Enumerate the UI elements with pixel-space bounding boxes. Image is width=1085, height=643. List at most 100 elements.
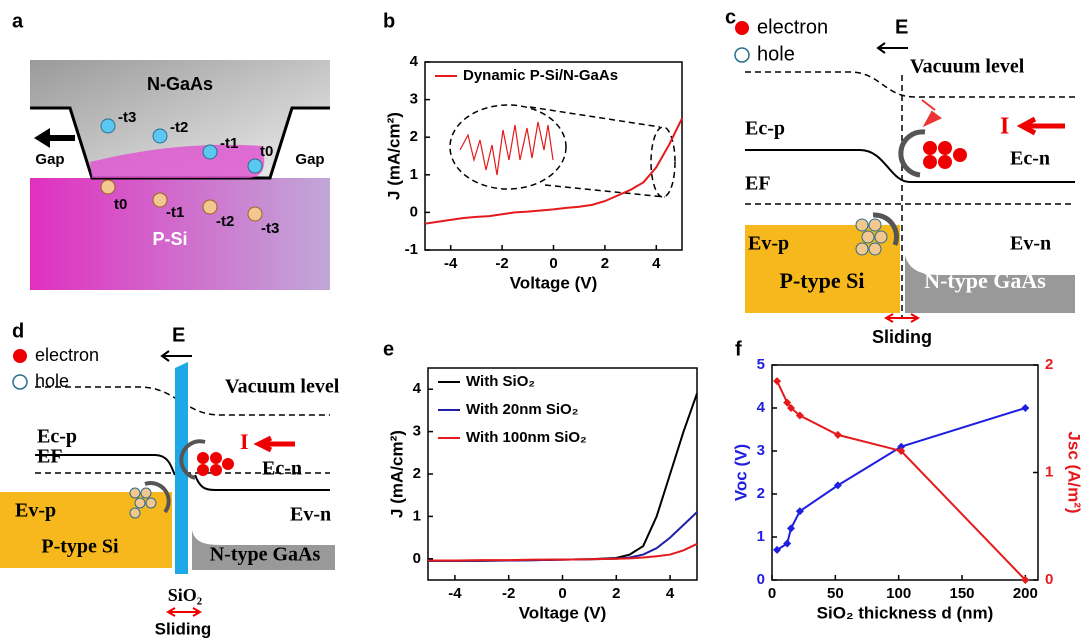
marker [897,442,906,451]
panel-letters: a b c d e f [12,6,742,360]
x-axis-label: SiO₂ thickness d (nm) [817,603,994,622]
label: P-type Si [41,536,119,558]
electron [152,128,168,144]
current-arrow [1016,116,1065,136]
hole [152,192,168,208]
level-label: Ec-p [37,426,77,448]
level-label: Ec-p [745,118,785,140]
time-label: -t2 [170,119,188,136]
y-axis-label: J (mA/cm²) [384,112,403,200]
panel-letter: d [12,320,24,342]
y2-tick-label: 1 [1045,463,1053,480]
field-arrow [160,350,192,362]
label: P-type Si [780,268,865,293]
time-label: -t1 [166,204,184,221]
rotation-arrow [144,481,171,514]
level-label: EF [745,173,771,195]
label: N-type GaAs [210,544,321,566]
x-tick-label: 2 [601,255,609,272]
rotation-arrow [872,212,900,246]
y-axis-label: J (mA/cm²) [387,430,406,518]
n-gaas [192,530,335,570]
field-label: E [172,324,185,346]
marker [795,507,804,516]
marker [773,377,782,386]
x-tick-label: 100 [886,585,911,602]
y2-tick-label: 2 [1045,356,1053,373]
series-line [428,543,698,562]
n-gaas [905,255,1075,313]
panel-letter: f [735,338,742,360]
field-label: E [895,16,908,38]
rotation-arrow [898,129,926,178]
hole-icon [12,374,28,390]
current-label: I [240,429,249,454]
x-tick-label: 50 [827,585,844,602]
marker [833,430,842,439]
marker [1021,576,1030,584]
panel-a: N-GaAs P-Si Gap Gap -t3 -t2 -t1 t0 t0 -t… [30,60,330,290]
label: SiO₂ [168,585,202,605]
time-label: t0 [260,143,273,160]
panel-letter: c [725,6,736,28]
electron-icon [735,21,749,35]
y-tick-label: 3 [410,91,418,108]
x-tick-label: -2 [502,585,515,602]
x-axis-label: Voltage (V) [519,603,607,622]
legend-label: With SiO₂ [466,373,535,390]
y-tick-label: 1 [410,166,418,183]
y-tick-label: 2 [757,485,765,502]
level-label: Ec-n [262,458,302,480]
y-tick-label: 2 [410,128,418,145]
plot-frame [424,61,683,251]
marker [795,411,804,420]
field-arrow [876,42,908,54]
marker [787,404,795,412]
p-si [745,225,900,313]
label: P-Si [152,229,187,249]
legend-label: electron [35,345,99,365]
y-tick-label: 0 [413,550,421,567]
y-tick-label: 0 [757,571,765,588]
y-tick-label: 4 [413,380,422,397]
series-line [776,407,1026,551]
y-tick-label: 5 [757,356,765,373]
marker [783,398,792,407]
marker [1021,404,1030,412]
time-label: -t1 [220,135,238,152]
panel-c: electron hole E Vacuum level Ec-p Ec-n E… [734,16,1075,347]
x-tick-label: -4 [444,255,458,272]
legend-label: hole [757,43,795,65]
legend-label: With 100nm SiO₂ [466,429,587,446]
y-tick-label: -1 [405,241,418,258]
x-tick-label: 150 [949,585,974,602]
gap [30,108,330,178]
series-line [776,380,1027,581]
level-label: Ev-p [15,500,56,522]
label: Sliding [872,327,932,347]
rotation-arrow [179,439,206,480]
sliding-arrow [165,607,203,617]
series-line [428,511,698,562]
electron-icon [13,349,27,363]
electron [100,118,116,134]
x-tick-label: 2 [612,585,620,602]
x-tick-label: 0 [768,585,776,602]
series-line [424,117,683,225]
current-arrow [253,435,295,453]
hole-icon [734,47,750,63]
conduction-band [745,149,1075,183]
label: Gap [35,151,64,168]
marker [897,447,906,455]
time-label: -t2 [216,213,234,230]
x-axis-label: Voltage (V) [510,273,598,292]
marker [773,545,782,554]
label: Vacuum level [910,56,1025,78]
x-tick-label: 200 [1013,585,1038,602]
level-label: Ec-n [1010,148,1050,170]
y2-axis-label: Jsc (A/m²) [1065,431,1084,513]
legend-label: electron [757,16,828,38]
y-tick-label: 4 [757,399,766,416]
time-label: -t3 [261,220,279,237]
